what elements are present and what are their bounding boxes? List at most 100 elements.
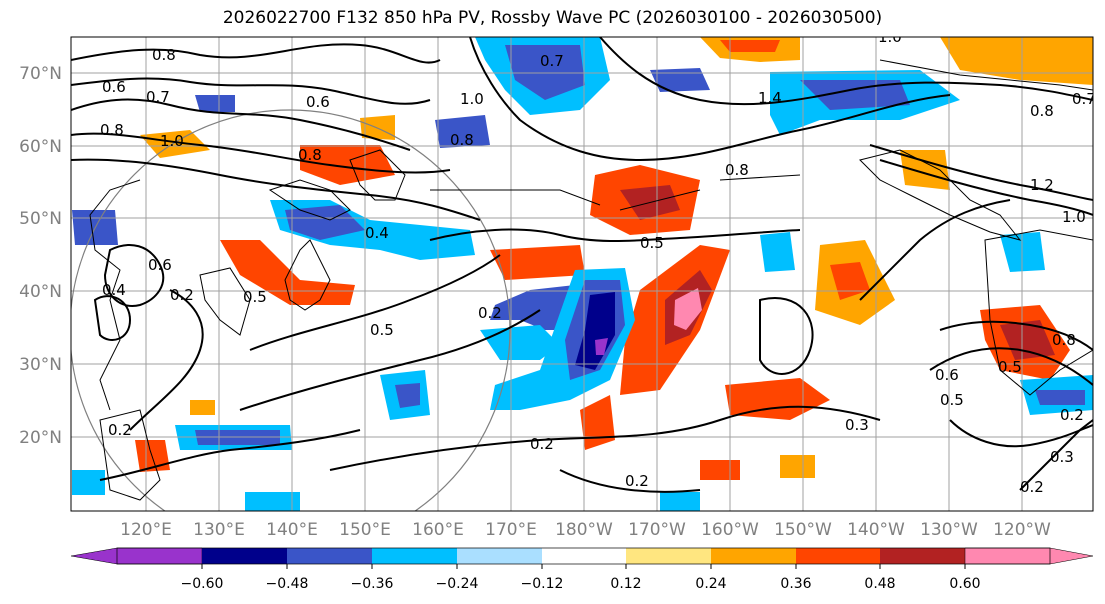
contour-label: 0.8 xyxy=(100,121,124,139)
lon-label: 130°W xyxy=(920,520,978,540)
anomaly-fill-area xyxy=(140,130,210,158)
contour-label: 0.4 xyxy=(102,281,126,299)
contour-label: 0.5 xyxy=(998,358,1022,376)
anomaly-fill-area xyxy=(1035,390,1085,405)
lon-label: 170°E xyxy=(485,520,537,540)
anomaly-fill-area xyxy=(700,460,740,480)
lat-label: 30°N xyxy=(19,355,62,375)
colorbar-frame xyxy=(116,547,1051,565)
colorbar-segment xyxy=(711,548,796,564)
lon-label: 140°E xyxy=(266,520,318,540)
lat-label: 20°N xyxy=(19,428,62,448)
graticule xyxy=(71,37,1093,511)
colorbar-tick-label: 0.36 xyxy=(780,576,811,592)
anomaly-fill-area xyxy=(72,470,105,495)
contour-label: 0.2 xyxy=(170,286,194,304)
contour-label: 0.6 xyxy=(306,93,330,111)
contour-label: 0.8 xyxy=(1052,331,1076,349)
contour-label: 1.0 xyxy=(460,90,484,108)
colorbar-tick-label: −0.24 xyxy=(436,576,479,592)
lat-label: 50°N xyxy=(19,209,62,229)
anomaly-fill-area xyxy=(220,240,355,305)
colorbar-tick-label: 0.60 xyxy=(949,576,980,592)
lon-label: 160°E xyxy=(412,520,464,540)
colorbar-segment xyxy=(542,548,626,564)
lon-label: 150°E xyxy=(339,520,391,540)
anomaly-fill-area xyxy=(395,383,420,408)
positive-anomaly-fills xyxy=(135,37,1093,480)
colorbar-segment xyxy=(626,548,711,564)
contour-label: 0.2 xyxy=(530,435,554,453)
longitude-axis: 120°E 130°E 140°E 150°E 160°E 170°E 180°… xyxy=(120,520,1051,540)
contour-label: 0.4 xyxy=(365,224,389,242)
contour-label: 0.5 xyxy=(370,321,394,339)
contour-label: 1.2 xyxy=(1030,176,1054,194)
colorbar-tick-label: −0.36 xyxy=(351,576,394,592)
anomaly-fill-area xyxy=(190,400,215,415)
anomaly-fill-area xyxy=(490,245,585,280)
colorbar-segment xyxy=(202,548,287,564)
contour-label: 1.0 xyxy=(160,132,184,150)
lon-label: 130°E xyxy=(193,520,245,540)
contour-label: 0.8 xyxy=(725,161,749,179)
anomaly-fill-area xyxy=(760,232,795,272)
colorbar-segment xyxy=(372,548,457,564)
colorbar-tick-label: −0.60 xyxy=(181,576,224,592)
lon-label: 170°W xyxy=(628,520,686,540)
lon-label: 160°W xyxy=(701,520,759,540)
anomaly-fill-area xyxy=(480,325,560,360)
contour-label: 0.6 xyxy=(935,366,959,384)
contour-label: 0.5 xyxy=(243,288,267,306)
contour-label: 0.7 xyxy=(1072,90,1096,108)
anomaly-fill-area xyxy=(245,492,300,511)
colorbar-segment xyxy=(964,547,1094,565)
anomaly-fill-area xyxy=(195,95,235,112)
lon-label: 180°W xyxy=(555,520,613,540)
anomaly-fill-area xyxy=(300,145,395,185)
colorbar-segment xyxy=(457,548,542,564)
contour-label: 0.8 xyxy=(1030,102,1054,120)
lon-label: 140°W xyxy=(847,520,905,540)
map-frame xyxy=(70,36,1094,512)
contour-label: 0.5 xyxy=(940,391,964,409)
contour-label: 0.8 xyxy=(298,146,322,164)
lat-label: 60°N xyxy=(19,137,62,157)
colorbar-tick-label: −0.48 xyxy=(266,576,309,592)
contour-label: 0.8 xyxy=(450,131,474,149)
anomaly-fill-area xyxy=(800,80,910,110)
contour-label: 0.6 xyxy=(148,256,172,274)
contour-label: 0.5 xyxy=(640,234,664,252)
colorbar-segment xyxy=(70,547,203,565)
lat-label: 70°N xyxy=(19,64,62,84)
contour-label: 0.2 xyxy=(625,472,649,490)
contour-label: 0.2 xyxy=(1020,478,1044,496)
colorbar-segment xyxy=(880,548,965,564)
colorbar-tick-label: −0.12 xyxy=(521,576,564,592)
coastlines xyxy=(89,59,1093,501)
contour-label: 0.3 xyxy=(845,416,869,434)
contour-label: 0.7 xyxy=(540,52,564,70)
colorbar-tick-label: 0.12 xyxy=(610,576,641,592)
contour-label: 0.6 xyxy=(102,78,126,96)
anomaly-fill-area xyxy=(780,455,815,478)
colorbar-ticks xyxy=(201,564,966,569)
anomaly-fill-area xyxy=(650,68,710,92)
contour-labels: 0.8 0.6 0.7 0.6 0.8 1.0 1.0 0.8 0.7 1.4 … xyxy=(100,28,1096,496)
contour-label: 1.4 xyxy=(758,89,782,107)
reference-great-circle xyxy=(71,109,511,511)
colorbar-segment xyxy=(796,548,880,564)
contour-label: 0.3 xyxy=(1050,448,1074,466)
contour-label: 1.0 xyxy=(1062,208,1086,226)
anomaly-fill-area xyxy=(435,115,490,148)
contour-label: 1.0 xyxy=(878,28,902,46)
anomaly-fill-area xyxy=(660,492,700,511)
colorbar-tick-label: 0.48 xyxy=(864,576,895,592)
lon-label: 120°E xyxy=(120,520,172,540)
colorbar-segment xyxy=(287,548,372,564)
contour-label: 0.2 xyxy=(108,421,132,439)
map-area: 0.8 0.6 0.7 0.6 0.8 1.0 1.0 0.8 0.7 1.4 … xyxy=(71,28,1096,511)
anomaly-fill-area xyxy=(725,378,830,420)
contour-label: 0.7 xyxy=(146,88,170,106)
anomaly-fill-area xyxy=(674,288,702,330)
